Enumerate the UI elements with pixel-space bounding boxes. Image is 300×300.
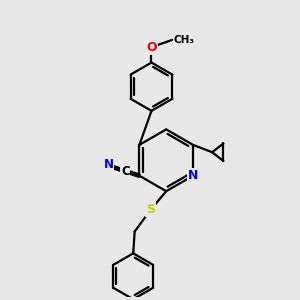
Text: O: O xyxy=(146,41,157,54)
Text: N: N xyxy=(188,169,198,182)
Text: S: S xyxy=(146,203,155,216)
Text: CH₃: CH₃ xyxy=(174,35,195,45)
Text: C: C xyxy=(121,165,130,178)
Text: N: N xyxy=(103,158,113,171)
